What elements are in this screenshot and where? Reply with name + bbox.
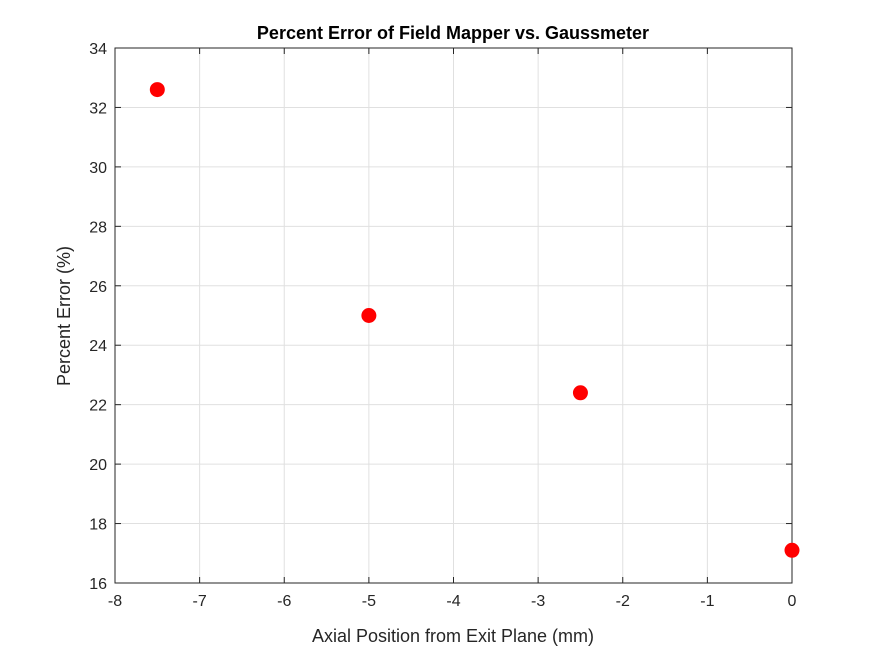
y-tick-label: 34 xyxy=(89,41,107,58)
y-axis-label: Percent Error (%) xyxy=(54,246,74,386)
data-point xyxy=(784,542,800,558)
x-tick-label: -8 xyxy=(108,593,122,610)
data-point xyxy=(149,82,165,98)
y-tick-label: 28 xyxy=(89,219,107,236)
x-tick-label: -2 xyxy=(616,593,630,610)
ticks: -8 -7 -6 -5 -4 -3 -2 -1 0 16 18 20 22 24 26 28 30 32 34 xyxy=(89,41,796,610)
scatter-points xyxy=(149,82,800,558)
y-tick-label: 16 xyxy=(89,576,107,593)
x-tick-label: -3 xyxy=(531,593,545,610)
y-tick-label: 26 xyxy=(89,279,107,296)
y-tick-label: 22 xyxy=(89,398,107,415)
y-tick-label: 20 xyxy=(89,457,107,474)
x-tick-label: -6 xyxy=(277,593,291,610)
y-tick-label: 30 xyxy=(89,160,107,177)
x-tick-label: 0 xyxy=(788,593,797,610)
data-point xyxy=(572,385,588,401)
x-axis-label: Axial Position from Exit Plane (mm) xyxy=(312,626,594,646)
x-tick-label: -4 xyxy=(446,593,460,610)
data-point xyxy=(361,308,377,323)
x-tick-label: -1 xyxy=(700,593,714,610)
x-tick-label: -7 xyxy=(193,593,207,610)
y-tick-label: 18 xyxy=(89,517,107,534)
y-tick-label: 32 xyxy=(89,100,107,117)
y-tick-label: 24 xyxy=(89,338,107,355)
x-tick-label: -5 xyxy=(362,593,376,610)
chart-title: Percent Error of Field Mapper vs. Gaussm… xyxy=(257,23,649,43)
